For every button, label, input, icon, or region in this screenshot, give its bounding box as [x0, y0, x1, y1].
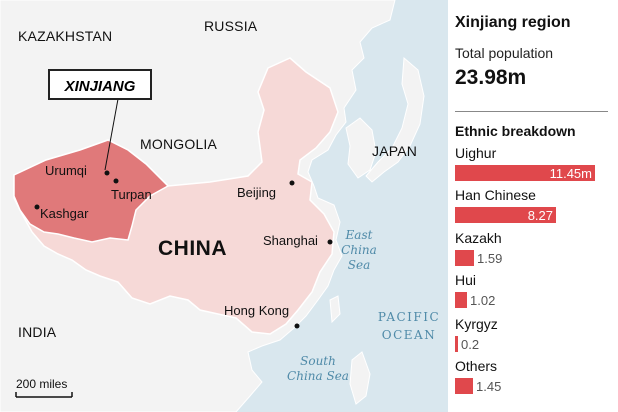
ethnic-value-han-chinese: 8.27 [527, 208, 553, 223]
label-east-china-sea: East China Sea [340, 228, 378, 273]
ethnic-value-others: 1.45 [476, 379, 502, 394]
label-japan: JAPAN [372, 143, 418, 159]
label-russia: RUSSIA [204, 18, 258, 34]
ethnic-value-kazakh: 1.59 [477, 251, 503, 266]
ethnic-heading: Ethnic breakdown [455, 123, 576, 139]
xinjiang-region [13, 139, 170, 243]
east-china-sea-line-1: East [345, 228, 373, 242]
pacific-ocean-line-2: OCEAN [381, 328, 437, 342]
ethnic-value-kyrgyz: 0.2 [461, 337, 480, 352]
taiwan-land [329, 295, 341, 324]
label-south-china-sea: South China Sea [280, 354, 356, 384]
label-turpan: Turpan [111, 187, 152, 202]
china-territory [13, 57, 339, 335]
label-china: CHINA [158, 237, 227, 260]
east-china-sea-line-2: China [341, 243, 377, 257]
ethnic-name-kyrgyz: Kyrgyz [455, 316, 498, 332]
scale-bar-label: 200 miles [16, 377, 68, 391]
beijing-dot [289, 180, 295, 186]
label-beijing: Beijing [237, 185, 277, 200]
philippines-land [349, 351, 371, 405]
ethnic-bar-others [455, 378, 473, 394]
label-kazakhstan: KAZAKHSTAN [18, 28, 113, 44]
ethnic-bar-kyrgyz [455, 336, 458, 352]
callout-line [104, 98, 119, 171]
label-shanghai: Shanghai [263, 233, 318, 248]
shanghai-dot [327, 239, 333, 245]
label-pacific-ocean: PACIFIC OCEAN [370, 308, 448, 344]
kashgar-dot [34, 204, 40, 210]
label-urumqi: Urumqi [45, 163, 87, 178]
population-value: 23.98m [455, 66, 527, 89]
xinjiang-callout-label: XINJIANG [64, 78, 136, 95]
ethnic-name-han-chinese: Han Chinese [455, 187, 536, 203]
east-china-sea-line-3: Sea [347, 258, 371, 272]
xinjiang-callout: XINJIANG [48, 69, 152, 100]
ethnic-name-hui: Hui [455, 272, 477, 288]
ethnic-value-hui: 1.02 [470, 293, 496, 308]
ethnic-bar-kazakh [455, 250, 474, 266]
ethnic-bar-hui [455, 292, 467, 308]
label-hong-kong: Hong Kong [224, 303, 290, 318]
urumqi-dot [104, 170, 110, 176]
population-label: Total population [455, 45, 554, 61]
pacific-ocean-line-1: PACIFIC [377, 310, 441, 324]
panel-divider [455, 111, 608, 112]
south-china-sea-line-2: China Sea [287, 369, 349, 383]
ethnic-name-uighur: Uighur [455, 145, 497, 161]
info-panel: Xinjiang region Total population 23.98m … [448, 0, 618, 412]
label-kashgar: Kashgar [40, 206, 89, 221]
ethnic-name-kazakh: Kazakh [455, 230, 502, 246]
label-mongolia: MONGOLIA [140, 136, 218, 152]
label-india: INDIA [18, 324, 57, 340]
ethnic-value-uighur: 11.45m [549, 166, 592, 181]
japan-land [365, 56, 425, 183]
hong-kong-dot [294, 323, 300, 329]
korea-land [345, 117, 377, 179]
ethnic-bar-uighur [455, 165, 595, 181]
turpan-dot [113, 178, 119, 184]
panel-title: Xinjiang region [455, 14, 571, 31]
ethnic-name-others: Others [455, 358, 498, 374]
ethnic-bar-han-chinese [455, 207, 556, 223]
south-china-sea-line-1: South [300, 354, 336, 368]
